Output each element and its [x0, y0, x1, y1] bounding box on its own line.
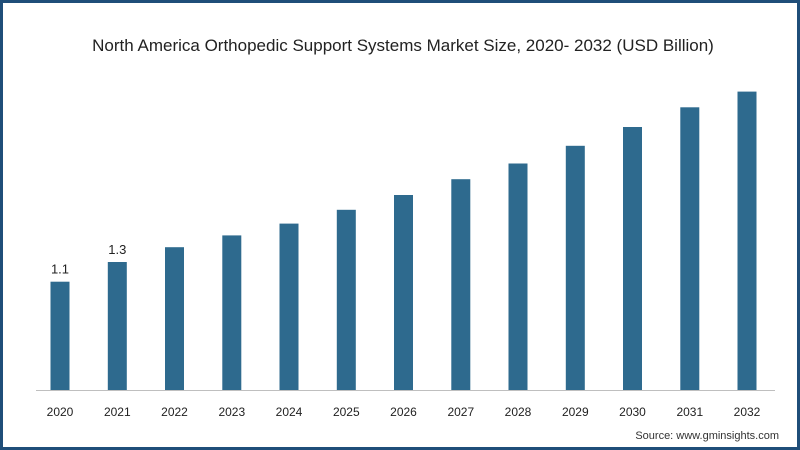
bar-2031 — [680, 107, 700, 391]
x-tick-label-2025: 2025 — [333, 405, 360, 419]
bar-2032 — [737, 91, 757, 390]
bar-2027 — [451, 179, 471, 390]
bar-2023 — [222, 235, 242, 390]
data-label-2021: 1.3 — [108, 242, 126, 257]
bar-2022 — [165, 247, 184, 390]
bar-chart: 2020 1.1 2021 1.3 2022 2023 2024 2025 2026 2027 20… — [36, 91, 775, 419]
x-tick-label-2031: 2031 — [676, 405, 703, 419]
x-tick-label-2022: 2022 — [161, 405, 188, 419]
bar-2020 — [50, 281, 70, 390]
bar-2025 — [336, 209, 356, 390]
x-tick-label-2023: 2023 — [218, 405, 245, 419]
x-tick-label-2032: 2032 — [734, 405, 761, 419]
bar-2021 — [107, 262, 127, 390]
chart-title: North America Orthopedic Support Systems… — [92, 36, 714, 55]
bar-2030 — [623, 127, 642, 390]
bar-2028 — [508, 163, 528, 390]
bar-2026 — [394, 195, 413, 390]
x-tick-label-2029: 2029 — [562, 405, 589, 419]
x-tick-label-2026: 2026 — [390, 405, 417, 419]
x-tick-label-2020: 2020 — [47, 405, 74, 419]
x-tick-label-2028: 2028 — [505, 405, 532, 419]
x-tick-label-2021: 2021 — [104, 405, 131, 419]
x-tick-label-2030: 2030 — [619, 405, 646, 419]
x-tick-label-2024: 2024 — [276, 405, 303, 419]
x-tick-label-2027: 2027 — [447, 405, 474, 419]
data-label-2020: 1.1 — [51, 262, 69, 277]
bar-2024 — [279, 223, 299, 390]
bar-2029 — [565, 145, 585, 390]
source-text: Source: www.gminsights.com — [635, 430, 779, 442]
